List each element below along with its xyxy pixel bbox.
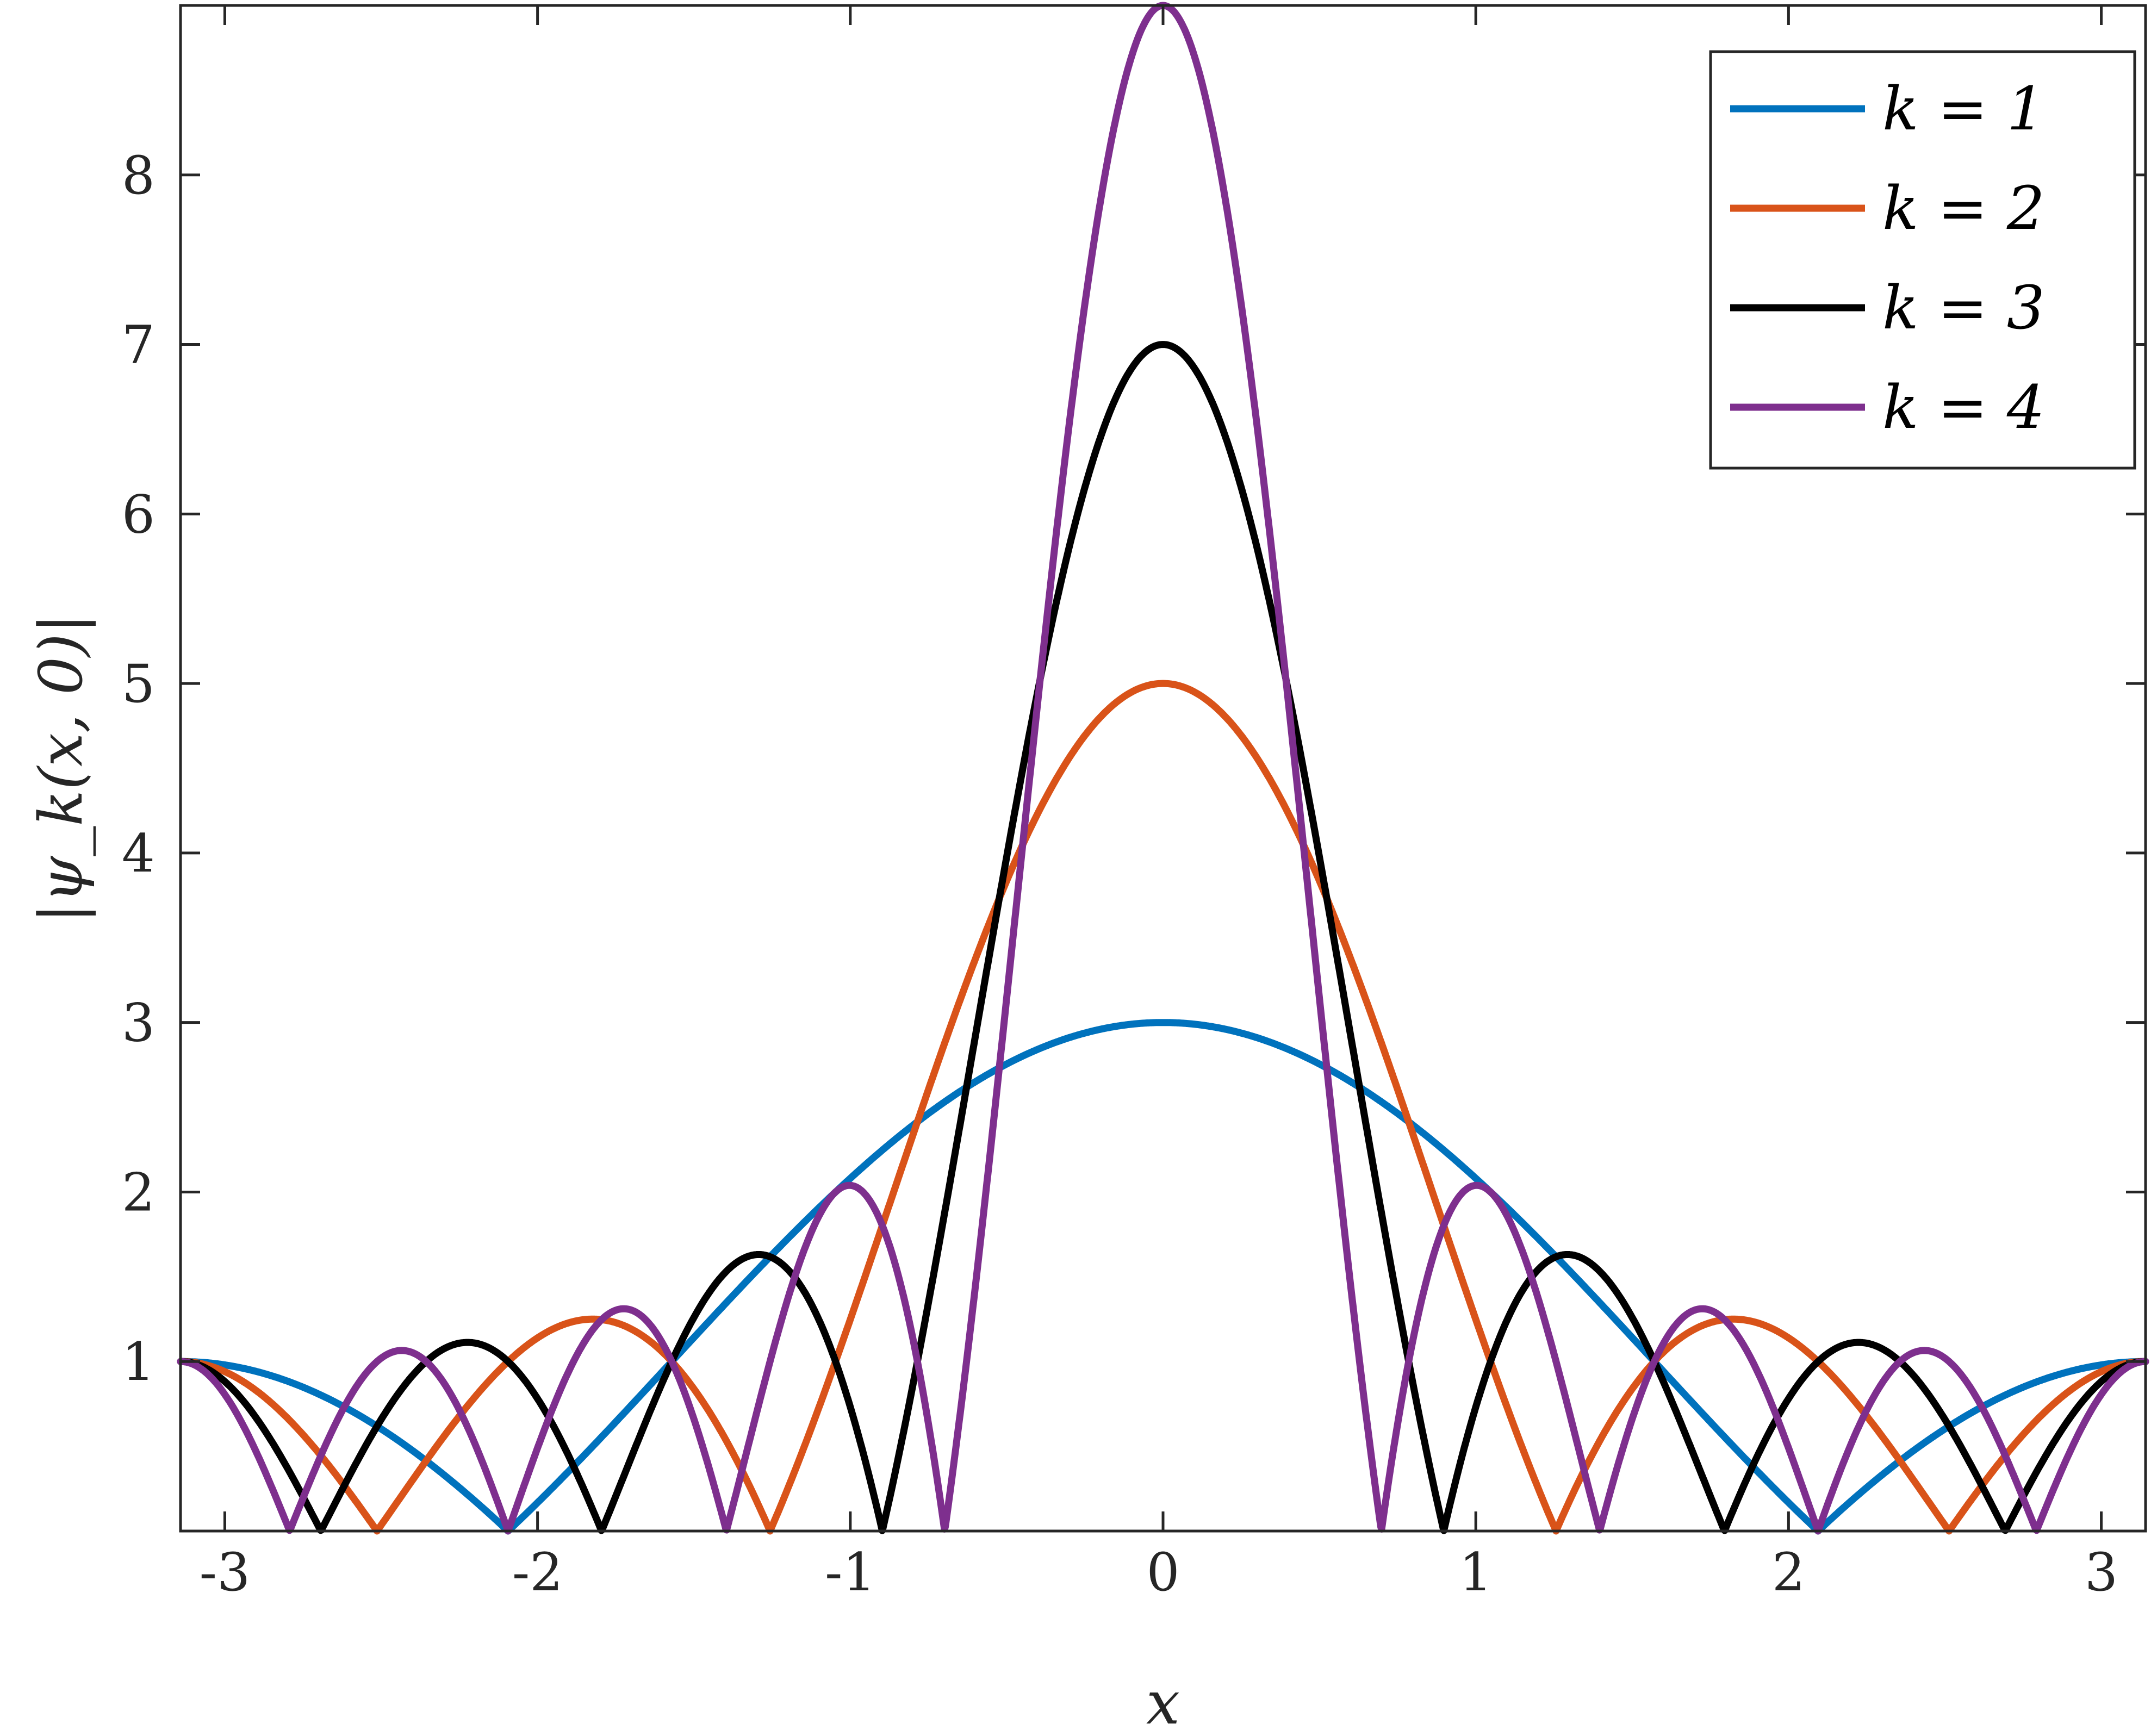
- y-tick-label: 8: [122, 145, 155, 206]
- x-axis-label: x: [1146, 1668, 1180, 1736]
- series-line-k3: [177, 341, 2149, 1534]
- x-tick-label: -1: [825, 1542, 876, 1603]
- y-tick-label: 2: [122, 1162, 155, 1223]
- y-tick-label: 3: [122, 993, 155, 1054]
- x-tick-label: 2: [1772, 1542, 1805, 1603]
- legend-label-k4: k = 4: [1882, 372, 2045, 442]
- legend-label-k3: k = 3: [1882, 273, 2045, 343]
- y-tick-label: 5: [122, 654, 155, 714]
- x-tick-labels: -3 -2 -1 0 1 2 3: [200, 1542, 2118, 1603]
- x-tick-label: 3: [2085, 1542, 2118, 1603]
- legend-label-k1: k = 1: [1882, 74, 2045, 144]
- legend: k = 1 k = 2 k = 3 k = 4: [1709, 50, 2136, 470]
- y-tick-label: 7: [122, 315, 155, 376]
- x-tick-label: 0: [1146, 1542, 1179, 1603]
- y-tick-label: 1: [122, 1331, 155, 1392]
- y-axis-label: |ψ_k(x, 0)|: [26, 613, 96, 923]
- legend-label-k2: k = 2: [1882, 173, 2045, 243]
- legend-box: [1709, 50, 2136, 470]
- ticks-layer: [181, 5, 2146, 1531]
- x-tick-label: -2: [512, 1542, 563, 1603]
- axes-box: [179, 4, 2147, 1533]
- x-tick-label: 1: [1459, 1542, 1493, 1603]
- y-tick-label: 6: [122, 484, 155, 545]
- x-tick-label: -3: [200, 1542, 251, 1603]
- y-tick-labels: 1 2 3 4 5 6 7 8: [122, 145, 155, 1392]
- y-tick-label: 4: [122, 823, 155, 884]
